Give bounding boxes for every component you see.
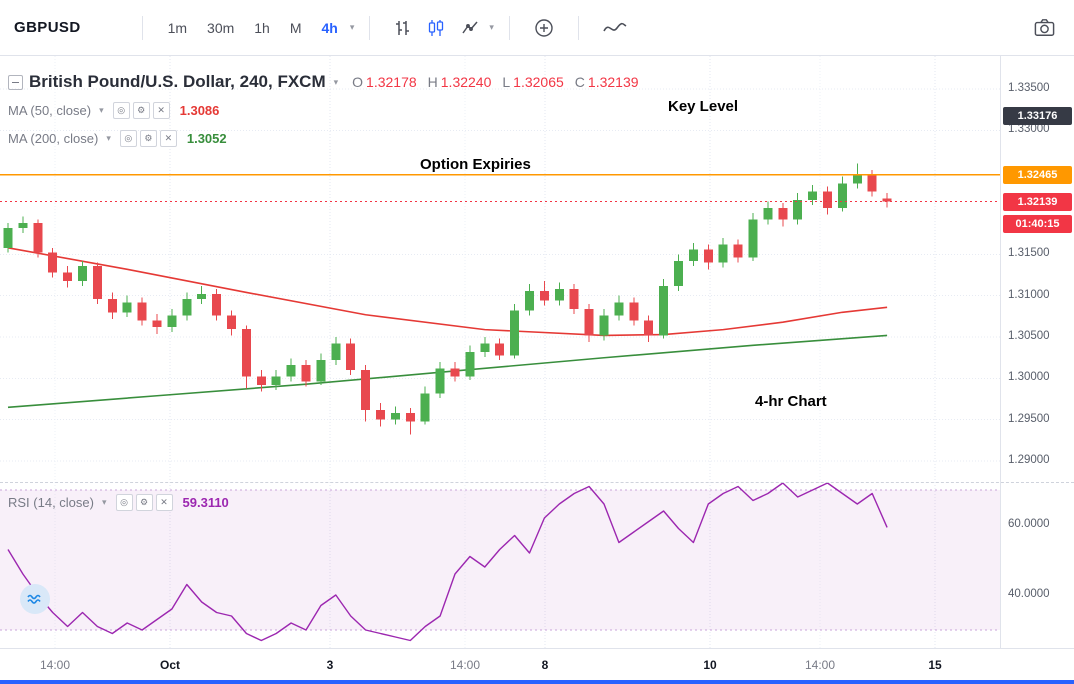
time-axis-label: 14:00 [804, 657, 836, 672]
toolbar-divider [141, 15, 143, 40]
ma200-chevron-down-icon[interactable]: ▾ [106, 133, 111, 143]
ma50-settings-icon[interactable]: ⚙ [132, 102, 150, 119]
toolbar-divider [508, 15, 510, 40]
ma50-close-icon[interactable]: ✕ [152, 102, 170, 119]
rsi-legend-row: RSI (14, close) ▾ ◎ ⚙ ✕ 59.3110 [8, 494, 229, 511]
close-value: 1.32139 [587, 74, 639, 90]
time-axis-label: 3 [326, 657, 334, 672]
price-axis-label: 40.0000 [1008, 588, 1050, 600]
ohlc-readout: O 1.32178 H 1.32240 L 1.32065 C 1.32139 [352, 74, 639, 90]
ma200-close-icon[interactable]: ✕ [159, 130, 177, 147]
price-axis-label: 1.29500 [1008, 413, 1050, 425]
price-axis-label: 1.30000 [1008, 371, 1050, 383]
toolbar-divider [577, 15, 579, 40]
interval-button-30m[interactable]: 30m [207, 19, 235, 36]
price-axis-badge: 1.32465 [1003, 166, 1072, 184]
chart-style-area-icon[interactable] [461, 19, 479, 37]
text-annotation: Option Expiries [420, 156, 531, 173]
chart-style-chevron-down-icon[interactable]: ▾ [489, 22, 494, 32]
price-axis-label: 1.33000 [1008, 123, 1050, 135]
interval-button-M[interactable]: M [289, 19, 302, 36]
interval-button-4h[interactable]: 4h [321, 19, 338, 36]
rsi-close-icon[interactable]: ✕ [155, 494, 173, 511]
ma200-legend-row: MA (200, close) ▾ ◎ ⚙ ✕ 1.3052 [8, 130, 227, 147]
symbol-title[interactable]: British Pound/U.S. Dollar, 240, FXCM [29, 72, 326, 91]
price-axis-label: 1.31000 [1008, 289, 1050, 301]
symbol-chevron-down-icon[interactable]: ▾ [333, 76, 339, 87]
ma50-value: 1.3086 [179, 103, 220, 118]
ma200-label[interactable]: MA (200, close) [8, 131, 99, 146]
ma200-value: 1.3052 [186, 131, 227, 146]
ma50-legend-row: MA (50, close) ▾ ◎ ⚙ ✕ 1.3086 [8, 102, 219, 119]
price-axis-label: 60.0000 [1008, 518, 1050, 530]
line-tool-icon[interactable] [602, 20, 628, 36]
time-axis-label: 15 [928, 657, 942, 672]
toolbar-divider [369, 15, 371, 40]
time-axis[interactable]: 14:00 Oct 3 14:00 8 10 14:00 15 [0, 648, 1074, 680]
chart-pane[interactable]: British Pound/U.S. Dollar, 240, FXCM ▾ O… [0, 56, 1074, 648]
collapse-pane-icon[interactable] [8, 74, 23, 90]
price-axis-badge: 1.32139 [1003, 193, 1072, 211]
time-axis-label: 14:00 [39, 657, 71, 672]
interval-chevron-down-icon[interactable]: ▾ [349, 22, 355, 32]
bottom-accent-bar [0, 680, 1074, 684]
rsi-value: 59.3110 [182, 495, 229, 510]
rsi-chevron-down-icon[interactable]: ▾ [101, 497, 107, 507]
price-axis-label: 1.31500 [1008, 247, 1050, 259]
chart-style-bars-icon[interactable] [393, 19, 411, 37]
high-value: 1.32240 [440, 74, 492, 90]
time-axis-label: Oct [159, 657, 181, 672]
screenshot-camera-icon[interactable] [1033, 18, 1056, 38]
ma50-hide-icon[interactable]: ◎ [112, 102, 130, 119]
waves-icon [27, 594, 41, 604]
ma200-settings-icon[interactable]: ⚙ [139, 130, 157, 147]
price-axis-label: 1.29000 [1008, 454, 1050, 466]
price-chart-canvas[interactable] [0, 56, 1000, 648]
rsi-settings-icon[interactable]: ⚙ [135, 494, 153, 511]
interval-button-1m[interactable]: 1m [167, 19, 188, 36]
time-axis-label: 10 [703, 657, 717, 672]
price-axis-label: 1.30500 [1008, 330, 1050, 342]
compare-symbol-icon[interactable] [533, 17, 555, 39]
price-axis-badge: 01:40:15 [1003, 215, 1072, 233]
low-value: 1.32065 [513, 74, 564, 90]
rsi-hide-icon[interactable]: ◎ [115, 494, 133, 511]
pane-separator[interactable] [0, 482, 1074, 483]
symbol-search-button[interactable]: GBPUSD [14, 19, 81, 36]
top-toolbar: GBPUSD 1m 30m 1h M 4h ▾ ▾ [0, 0, 1074, 56]
price-axis-badge: 1.33176 [1003, 107, 1072, 125]
chart-style-candles-icon[interactable] [427, 19, 445, 37]
logo-watermark-button[interactable] [20, 584, 50, 614]
time-axis-label: 8 [541, 657, 549, 672]
open-value: 1.32178 [366, 74, 417, 90]
symbol-legend-row: British Pound/U.S. Dollar, 240, FXCM ▾ O… [8, 72, 639, 92]
rsi-label[interactable]: RSI (14, close) [8, 495, 94, 510]
text-annotation: Key Level [668, 98, 739, 115]
ma200-hide-icon[interactable]: ◎ [119, 130, 137, 147]
price-axis-label: 1.33500 [1008, 82, 1050, 94]
price-axis[interactable]: 1.33500 1.33000 1.31500 1.31000 1.30500 1.300… [1000, 56, 1074, 648]
interval-button-1h[interactable]: 1h [254, 19, 270, 36]
ma50-chevron-down-icon[interactable]: ▾ [99, 105, 104, 115]
ma50-label[interactable]: MA (50, close) [8, 103, 92, 118]
text-annotation: 4-hr Chart [755, 393, 827, 410]
time-axis-label: 14:00 [449, 657, 481, 672]
